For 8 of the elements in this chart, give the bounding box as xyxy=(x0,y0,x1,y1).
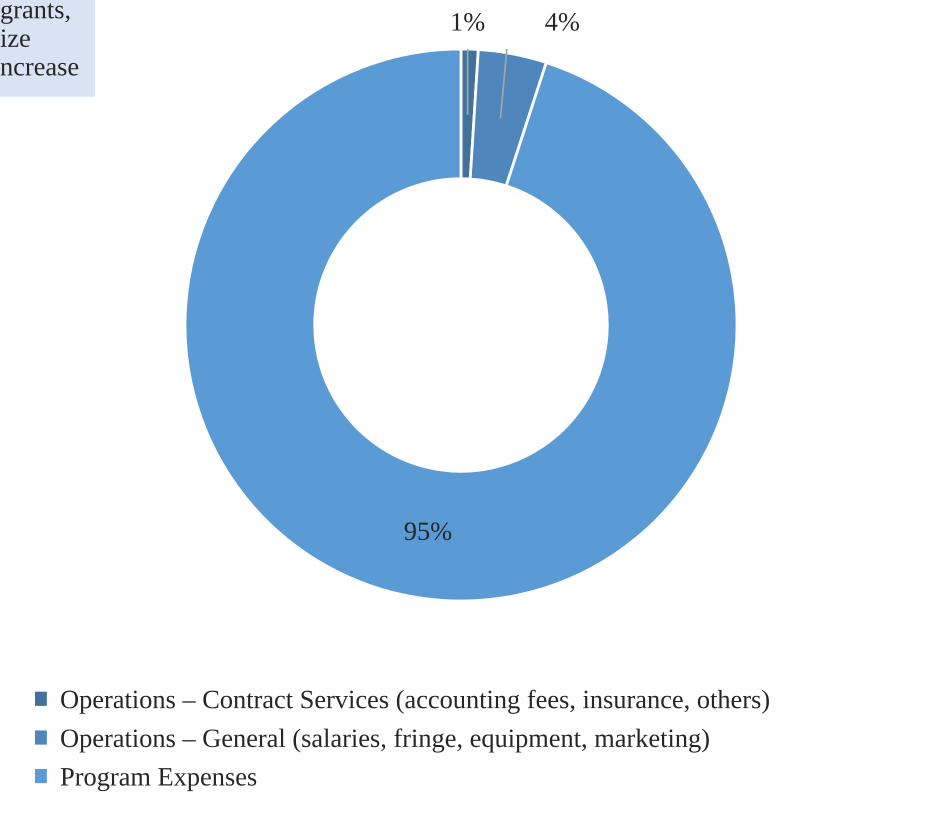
text: grants, ize ncrease xyxy=(0,3,78,76)
donut-slice xyxy=(184,48,738,602)
legend-label: Operations – Contract Services (accounting fees, insurance, others) xyxy=(61,690,769,714)
data-label: 95% xyxy=(404,522,452,540)
legend-label: Program Expenses xyxy=(60,768,256,792)
data-label: 4% xyxy=(545,12,579,31)
data-label: 1% xyxy=(452,12,484,31)
legend-label: Operations – General (salaries, fringe, equipment, marketing) xyxy=(61,728,709,753)
